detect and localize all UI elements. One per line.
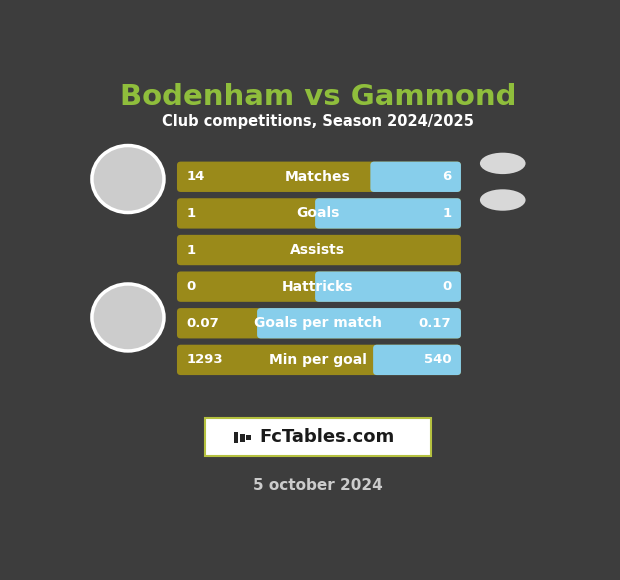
FancyBboxPatch shape [177,198,461,229]
Circle shape [92,284,164,351]
Text: 0.17: 0.17 [418,317,451,330]
Text: Min per goal: Min per goal [269,353,366,367]
FancyBboxPatch shape [177,235,461,265]
Text: 6: 6 [442,171,451,183]
Ellipse shape [480,153,526,174]
Text: 1: 1 [187,244,196,256]
Text: FcTables.com: FcTables.com [260,427,395,445]
FancyBboxPatch shape [177,162,461,192]
Text: 0: 0 [187,280,196,293]
Text: 1: 1 [442,207,451,220]
Text: Assists: Assists [290,243,345,257]
Text: 14: 14 [187,171,205,183]
Text: 5 october 2024: 5 october 2024 [253,478,383,494]
Text: 540: 540 [423,353,451,367]
FancyBboxPatch shape [234,432,239,443]
FancyBboxPatch shape [177,308,461,339]
Text: Hattricks: Hattricks [282,280,353,293]
Text: Club competitions, Season 2024/2025: Club competitions, Season 2024/2025 [162,114,474,129]
Text: 1293: 1293 [187,353,223,367]
Text: 1: 1 [187,207,196,220]
Text: Matches: Matches [285,170,351,184]
Ellipse shape [480,189,526,211]
FancyBboxPatch shape [240,434,245,441]
FancyBboxPatch shape [257,308,461,339]
Text: 0.07: 0.07 [187,317,219,330]
FancyBboxPatch shape [370,162,461,192]
FancyBboxPatch shape [177,271,461,302]
Text: Goals per match: Goals per match [254,316,382,330]
Text: Bodenham vs Gammond: Bodenham vs Gammond [120,84,516,111]
FancyBboxPatch shape [246,436,251,440]
FancyBboxPatch shape [315,271,461,302]
FancyBboxPatch shape [177,345,461,375]
Circle shape [92,146,164,212]
Text: Goals: Goals [296,206,339,220]
FancyBboxPatch shape [373,345,461,375]
FancyBboxPatch shape [315,198,461,229]
Text: 0: 0 [442,280,451,293]
FancyBboxPatch shape [205,418,431,456]
